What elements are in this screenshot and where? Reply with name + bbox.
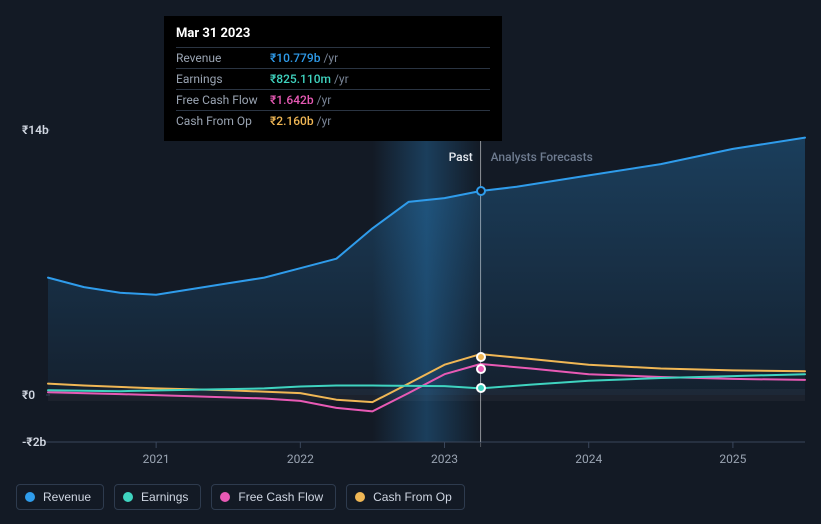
x-axis-label: 2021 xyxy=(143,452,170,466)
tooltip-row: Revenue₹10.779b/yr xyxy=(176,47,490,68)
y-axis-label: ₹14b xyxy=(22,123,49,137)
hover-marker xyxy=(476,383,486,393)
tooltip-date: Mar 31 2023 xyxy=(176,26,490,47)
tooltip-row-label: Free Cash Flow xyxy=(176,93,270,107)
tooltip-row-unit: /yr xyxy=(334,72,349,86)
hover-marker xyxy=(476,352,486,362)
tooltip-row-label: Revenue xyxy=(176,51,270,65)
x-axis-label: 2025 xyxy=(719,452,746,466)
tooltip-row-unit: /yr xyxy=(317,114,332,128)
y-axis-label: -₹2b xyxy=(22,435,46,449)
tooltip-row-unit: /yr xyxy=(323,51,338,65)
tooltip-row-value: ₹825.110m xyxy=(270,72,331,86)
legend-dot-icon xyxy=(25,492,35,502)
x-axis-label: 2024 xyxy=(575,452,602,466)
tooltip-row: Free Cash Flow₹1.642b/yr xyxy=(176,89,490,110)
legend-label: Free Cash Flow xyxy=(238,490,323,504)
x-axis-label: 2022 xyxy=(287,452,314,466)
legend-item-cash-from-op[interactable]: Cash From Op xyxy=(346,484,465,510)
legend-item-revenue[interactable]: Revenue xyxy=(16,484,104,510)
legend-item-earnings[interactable]: Earnings xyxy=(114,484,201,510)
tooltip-row-value: ₹10.779b xyxy=(270,51,320,65)
tooltip-row: Earnings₹825.110m/yr xyxy=(176,68,490,89)
tooltip-row-value: ₹1.642b xyxy=(270,93,314,107)
legend-label: Cash From Op xyxy=(373,490,452,504)
tooltip-row-label: Cash From Op xyxy=(176,114,270,128)
section-label-past: Past xyxy=(449,150,473,164)
legend-label: Earnings xyxy=(141,490,188,504)
legend-dot-icon xyxy=(123,492,133,502)
hover-marker xyxy=(476,364,486,374)
legend-dot-icon xyxy=(355,492,365,502)
hover-tooltip: Mar 31 2023 Revenue₹10.779b/yrEarnings₹8… xyxy=(164,16,502,141)
tooltip-row-unit: /yr xyxy=(317,93,332,107)
tooltip-row-value: ₹2.160b xyxy=(270,114,314,128)
legend-dot-icon xyxy=(220,492,230,502)
y-axis-label: ₹0 xyxy=(22,388,35,402)
legend-label: Revenue xyxy=(43,490,91,504)
section-label-forecast: Analysts Forecasts xyxy=(491,150,593,164)
hover-marker xyxy=(476,186,486,196)
x-axis-label: 2023 xyxy=(431,452,458,466)
legend: Revenue Earnings Free Cash Flow Cash From O… xyxy=(16,484,465,510)
legend-item-free-cash-flow[interactable]: Free Cash Flow xyxy=(211,484,336,510)
tooltip-row: Cash From Op₹2.160b/yr xyxy=(176,110,490,131)
tooltip-row-label: Earnings xyxy=(176,72,270,86)
